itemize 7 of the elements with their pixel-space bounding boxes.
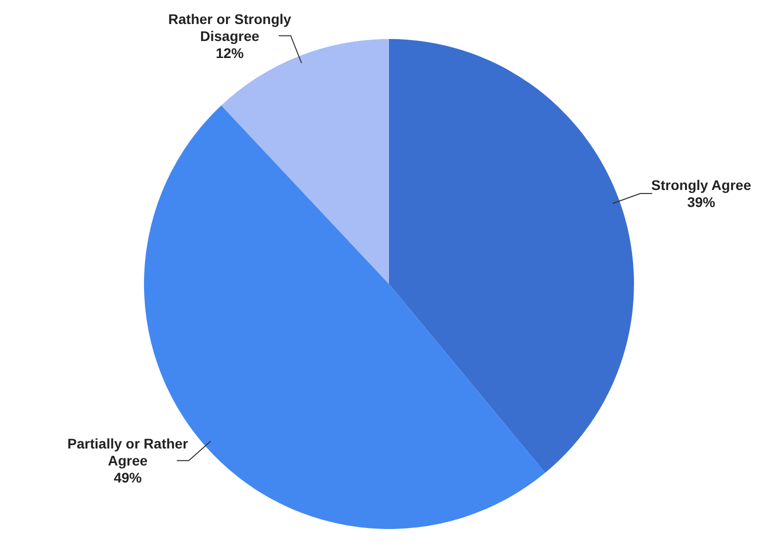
- data-label: 12%: [216, 44, 244, 61]
- slice-label: Partially or Rather Agree: [67, 436, 189, 469]
- slice-label: Strongly Agree: [651, 177, 752, 194]
- pie-slice: [389, 39, 634, 473]
- data-label: 39%: [687, 194, 716, 210]
- slice-label: Rather or Strongly Disagree: [168, 10, 292, 44]
- data-label: 49%: [114, 470, 142, 486]
